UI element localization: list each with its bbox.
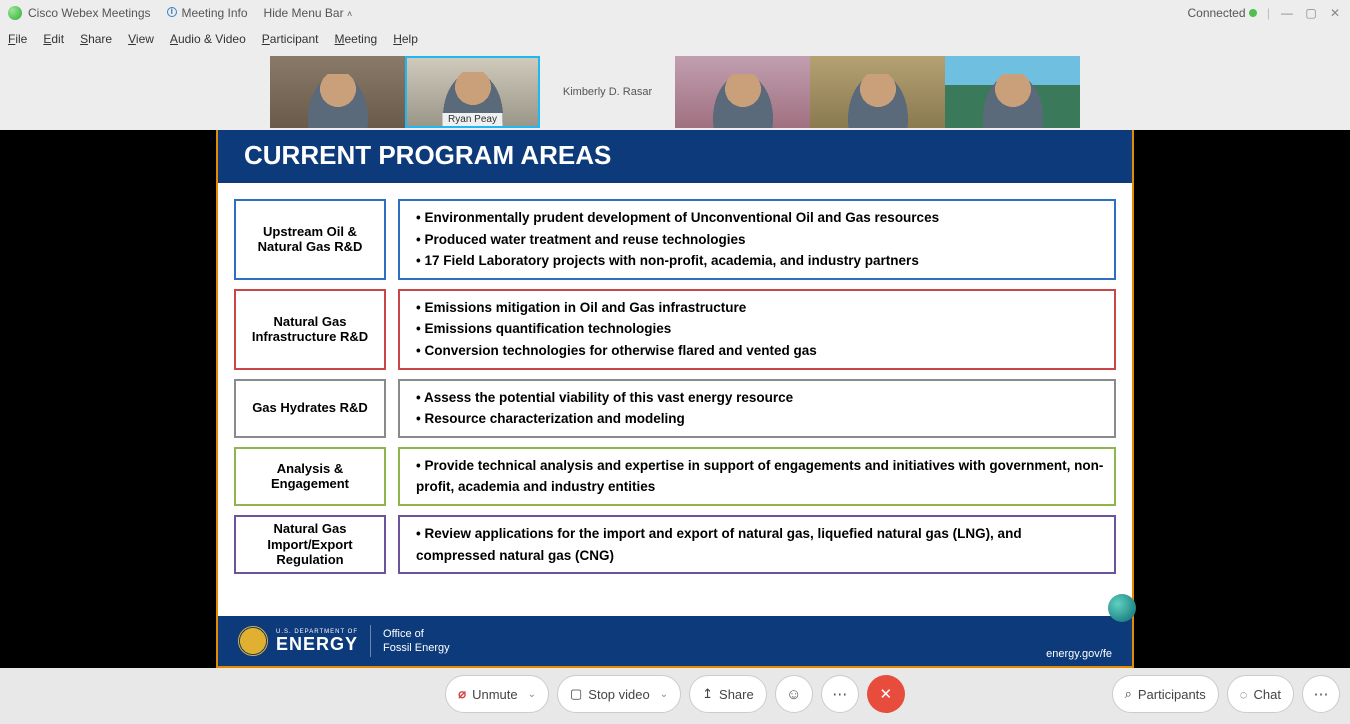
more-options-button[interactable]: ⋯ — [821, 675, 859, 713]
program-area-description: Assess the potential viability of this v… — [398, 379, 1116, 438]
leave-meeting-button[interactable]: ✕ — [867, 675, 905, 713]
chevron-down-icon[interactable]: ⌄ — [660, 689, 668, 700]
chevron-down-icon[interactable]: ⌄ — [528, 689, 536, 700]
bullet-point: Provide technical analysis and expertise… — [416, 455, 1104, 498]
program-area-row: Natural Gas Infrastructure R&D Emissions … — [234, 289, 1116, 370]
menu-audio-video[interactable]: Audio & Video — [170, 32, 246, 46]
more-panels-button[interactable]: ⋯ — [1302, 675, 1340, 713]
participant-thumbnail[interactable] — [675, 56, 810, 128]
close-button[interactable]: ✕ — [1328, 6, 1342, 20]
bullet-point: Environmentally prudent development of U… — [416, 207, 1104, 229]
program-area-description: Environmentally prudent development of U… — [398, 199, 1116, 280]
hide-menu-toggle[interactable]: Hide Menu Bar ˄ — [264, 6, 353, 20]
participants-panel-button[interactable]: ⌕ Participants — [1112, 675, 1219, 713]
program-area-label: Natural Gas Infrastructure R&D — [234, 289, 386, 370]
mic-muted-icon: ⌀ — [458, 686, 466, 702]
connection-status: Connected — [1187, 6, 1256, 20]
bullet-point: Resource characterization and modeling — [416, 408, 1104, 430]
participant-thumbnail[interactable] — [810, 56, 945, 128]
webex-logo-icon — [8, 6, 22, 20]
slide-body: Upstream Oil & Natural Gas R&D Environmen… — [218, 183, 1132, 616]
unmute-button[interactable]: ⌀ Unmute ⌄ — [445, 675, 549, 713]
bullet-point: Assess the potential viability of this v… — [416, 387, 1104, 409]
slide-title: CURRENT PROGRAM AREAS — [218, 130, 1132, 183]
participant-thumbnail[interactable] — [945, 56, 1080, 128]
program-area-description: Review applications for the import and e… — [398, 515, 1116, 574]
bullet-point: Produced water treatment and reuse techn… — [416, 229, 1104, 251]
assistant-orb-icon[interactable] — [1108, 594, 1136, 622]
info-icon — [167, 7, 177, 17]
app-title: Cisco Webex Meetings — [8, 6, 151, 21]
menu-meeting[interactable]: Meeting — [335, 32, 378, 46]
program-area-label: Analysis & Engagement — [234, 447, 386, 506]
stop-video-button[interactable]: ▢ Stop video ⌄ — [557, 675, 681, 713]
status-dot-icon — [1249, 9, 1257, 17]
program-area-description: Provide technical analysis and expertise… — [398, 447, 1116, 506]
program-area-row: Natural Gas Import/Export Regulation Revi… — [234, 515, 1116, 574]
minimize-button[interactable]: — — [1280, 6, 1294, 20]
share-button[interactable]: ↥ Share — [689, 675, 767, 713]
bullet-point: Conversion technologies for otherwise fl… — [416, 340, 1104, 362]
doe-seal-icon — [238, 626, 268, 656]
participant-thumbnail[interactable]: Ryan Peay — [405, 56, 540, 128]
participants-icon: ⌕ — [1125, 686, 1132, 702]
program-area-row: Analysis & Engagement Provide technical a… — [234, 447, 1116, 506]
program-area-label: Natural Gas Import/Export Regulation — [234, 515, 386, 574]
menu-participant[interactable]: Participant — [262, 32, 319, 46]
menubar: File Edit Share View Audio & Video Parti… — [0, 26, 1350, 52]
maximize-button[interactable]: ▢ — [1304, 6, 1318, 20]
bullet-point: Review applications for the import and e… — [416, 523, 1104, 566]
program-area-label: Upstream Oil & Natural Gas R&D — [234, 199, 386, 280]
shared-content-stage: CURRENT PROGRAM AREAS Upstream Oil & Nat… — [0, 130, 1350, 668]
video-icon: ▢ — [570, 686, 582, 702]
reactions-button[interactable]: ☺ — [775, 675, 813, 713]
program-area-description: Emissions mitigation in Oil and Gas infr… — [398, 289, 1116, 370]
menu-file[interactable]: File — [8, 32, 27, 46]
presentation-slide: CURRENT PROGRAM AREAS Upstream Oil & Nat… — [216, 130, 1134, 668]
participant-thumbnail[interactable]: Kimberly D. Rasar — [540, 56, 675, 128]
bullet-point: Emissions mitigation in Oil and Gas infr… — [416, 297, 1104, 319]
program-area-row: Gas Hydrates R&D Assess the potential via… — [234, 379, 1116, 438]
meeting-info-link[interactable]: Meeting Info — [167, 6, 248, 20]
bullet-point: Emissions quantification technologies — [416, 318, 1104, 340]
footer-url: energy.gov/fe — [1046, 648, 1112, 660]
slide-footer: U.S. DEPARTMENT OF ENERGY Office of Foss… — [218, 616, 1132, 666]
chat-icon: ◌ — [1240, 687, 1248, 702]
program-area-row: Upstream Oil & Natural Gas R&D Environmen… — [234, 199, 1116, 280]
titlebar: Cisco Webex Meetings Meeting Info Hide M… — [0, 0, 1350, 26]
doe-energy-text: ENERGY — [276, 635, 358, 653]
participant-thumbnail[interactable] — [270, 56, 405, 128]
chat-panel-button[interactable]: ◌ Chat — [1227, 675, 1294, 713]
program-area-label: Gas Hydrates R&D — [234, 379, 386, 438]
menu-help[interactable]: Help — [393, 32, 418, 46]
menu-edit[interactable]: Edit — [43, 32, 64, 46]
office-text: Office of Fossil Energy — [383, 627, 450, 656]
control-bar: ⌀ Unmute ⌄ ▢ Stop video ⌄ ↥ Share ☺ ⋯ ✕ … — [0, 670, 1350, 718]
menu-share[interactable]: Share — [80, 32, 112, 46]
video-strip: Ryan Peay Kimberly D. Rasar — [0, 52, 1350, 130]
participant-name-label: Ryan Peay — [442, 113, 503, 126]
menu-view[interactable]: View — [128, 32, 154, 46]
share-icon: ↥ — [702, 686, 713, 702]
bullet-point: 17 Field Laboratory projects with non-pr… — [416, 250, 1104, 272]
